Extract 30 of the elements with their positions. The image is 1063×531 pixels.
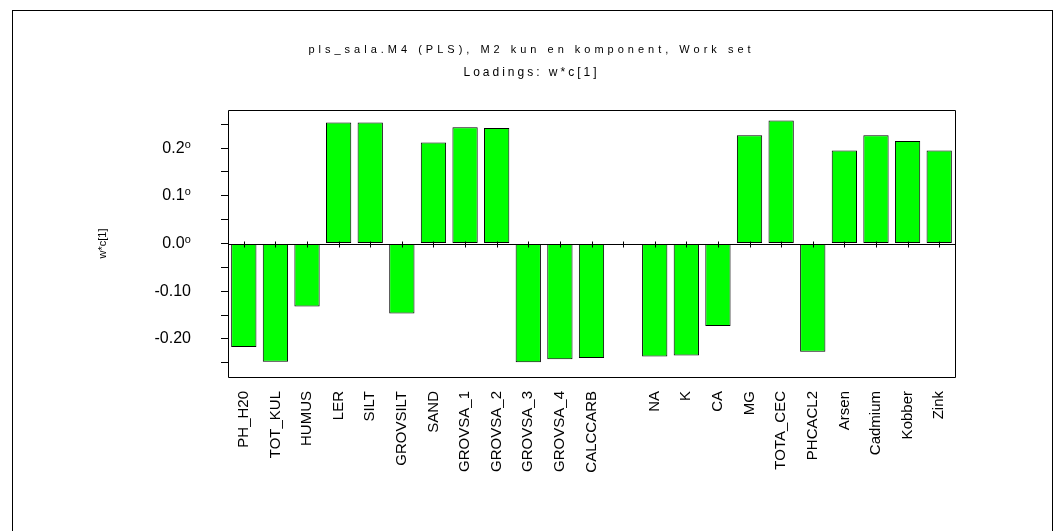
x-tick-label: GROVSA_4 — [550, 391, 568, 472]
x-tick-label: MG — [739, 391, 757, 416]
x-tick-label: TOT_KUL — [265, 391, 283, 459]
y-tick-label: -0.20 — [154, 329, 192, 347]
x-tick-label: SILT — [360, 391, 378, 422]
x-tick-label: SAND — [423, 390, 441, 433]
x-tick-label: PH_H20 — [233, 391, 251, 448]
x-tick-label: Cadmium — [866, 391, 884, 456]
y-axis-title: w*c[1] — [95, 228, 108, 260]
y-tick-label: -0.10 — [154, 281, 192, 299]
x-tick-label: LER — [328, 390, 346, 421]
x-tick-label: Zink — [929, 390, 947, 420]
chart-subtitle: Loadings: w*c[1] — [463, 65, 600, 79]
x-tick-label: CA — [708, 391, 726, 412]
x-tick-label: CALCCARB — [581, 391, 599, 473]
x-tick-label: PHCACL2 — [802, 391, 820, 461]
x-tick-label: NA — [644, 391, 662, 412]
x-tick-label: GROVSA_3 — [518, 391, 536, 472]
y-tick-label: 0.0⁰ — [162, 233, 191, 251]
x-tick-label: HUMUS — [297, 391, 315, 446]
chart-title: pls_sala.M4 (PLS), M2 kun en komponent, Work set — [308, 43, 755, 55]
x-tick-label: TOTA_CEC — [771, 390, 789, 470]
y-tick-label: 0.2⁰ — [162, 138, 191, 156]
x-tick-label: GROVSA_2 — [486, 391, 504, 472]
x-tick-label: Kobber — [897, 391, 915, 440]
y-tick-label: 0.1⁰ — [162, 186, 191, 204]
x-tick-label: GROVSA_1 — [455, 391, 473, 472]
x-tick-label: Arsen — [834, 391, 852, 431]
x-tick-label: GROVSILT — [391, 391, 409, 466]
x-tick-label: K — [676, 391, 694, 402]
